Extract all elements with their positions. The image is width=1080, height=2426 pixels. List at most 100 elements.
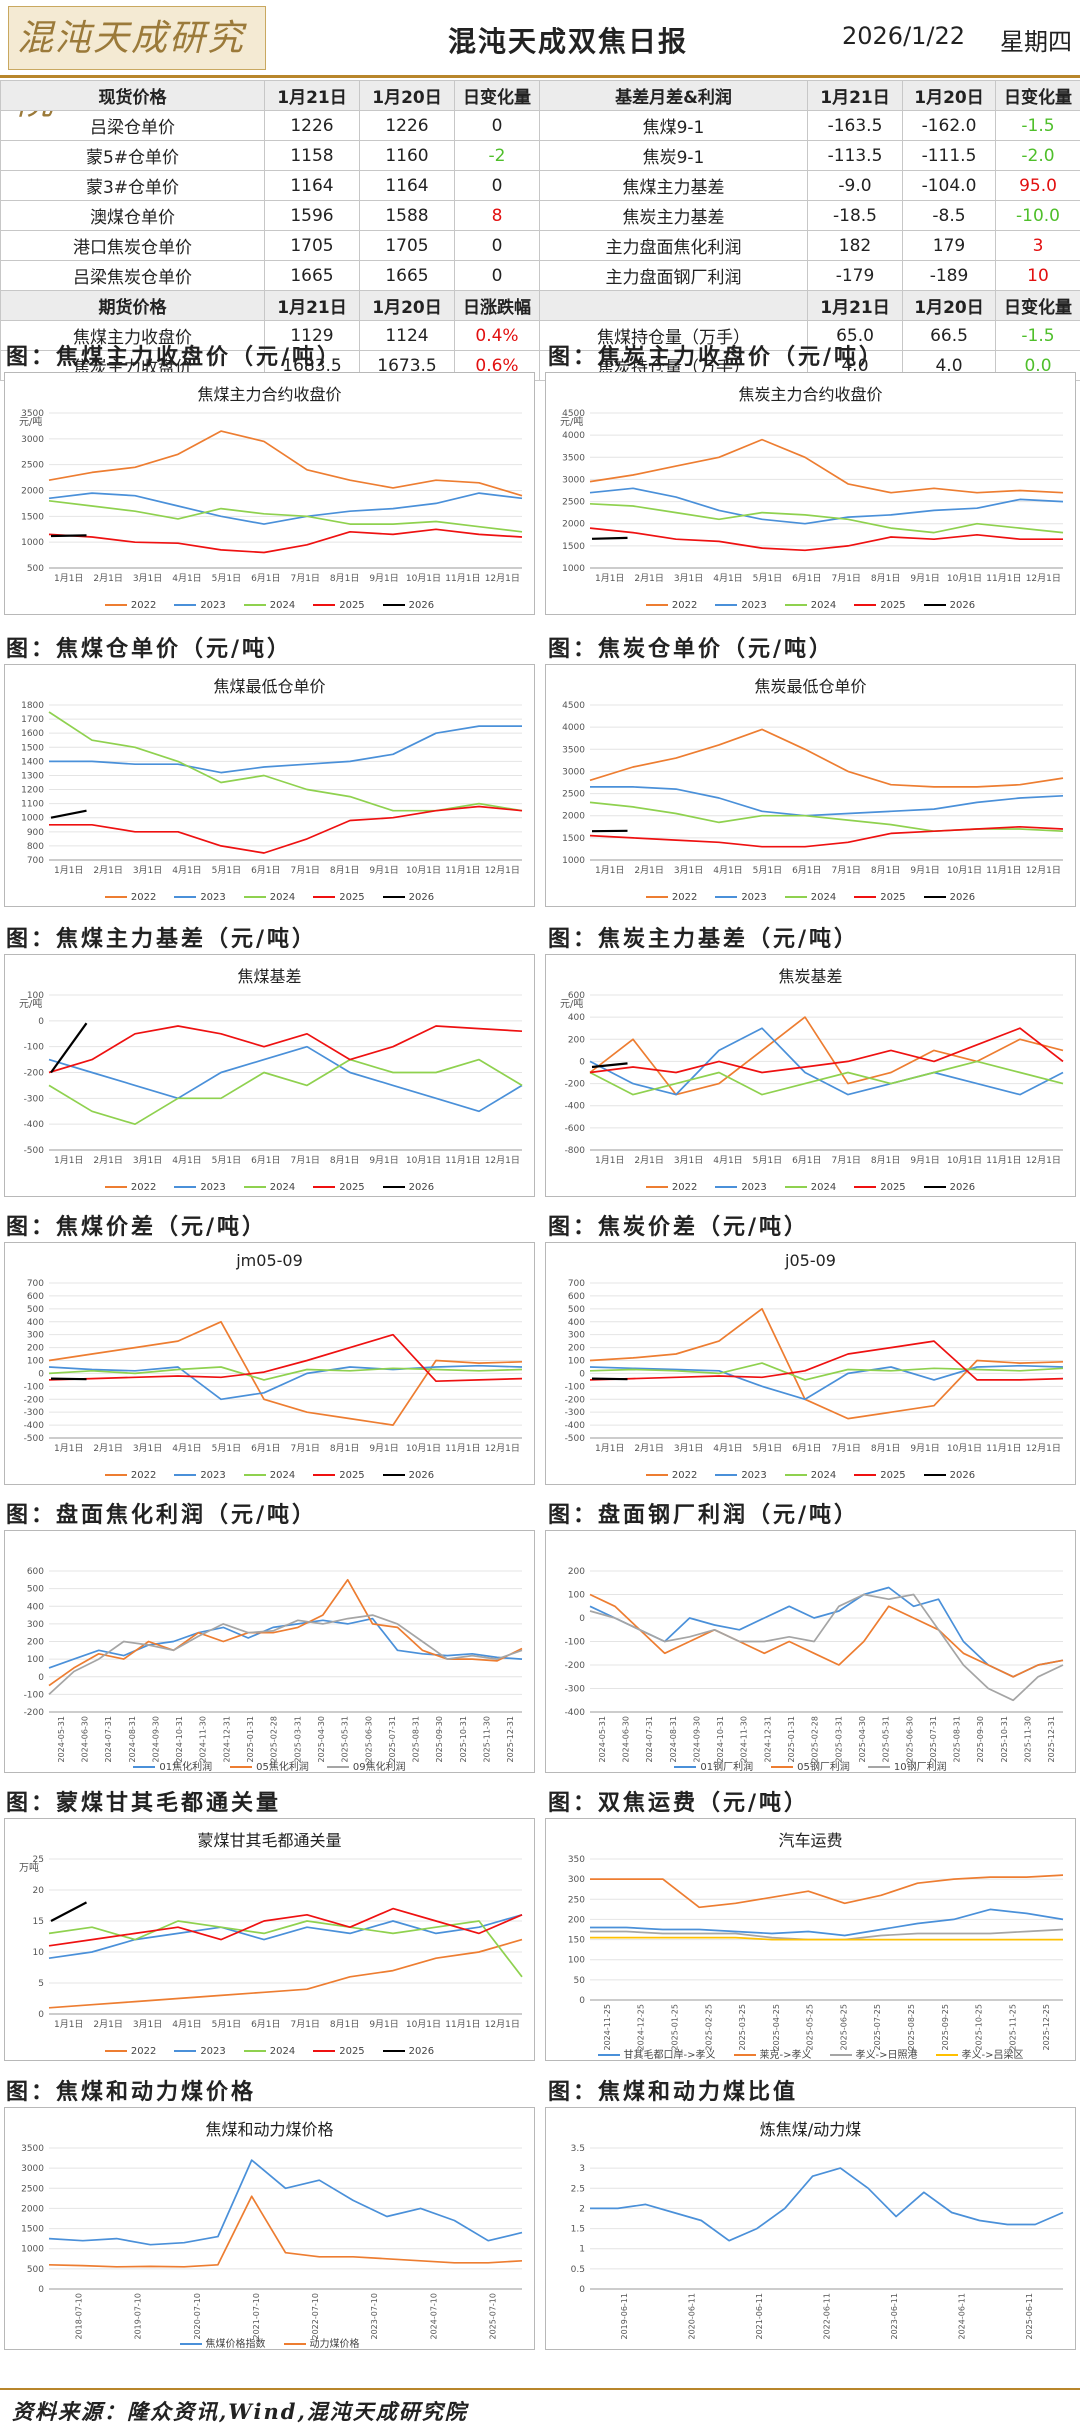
y-tick-label: 0: [579, 2285, 585, 2295]
legend-item: 2022: [105, 892, 156, 903]
y-tick-label: 3: [579, 2164, 585, 2174]
x-tick-label: 9月1日: [910, 1155, 939, 1166]
table-header-cell: 1月21日: [265, 81, 360, 111]
x-tick-label: 1月1日: [54, 865, 83, 876]
x-tick-label: 7月1日: [290, 573, 319, 584]
y-tick-label: 300: [568, 1875, 585, 1885]
legend-label: 动力煤价格: [310, 2339, 360, 2350]
table-cell: 3: [996, 231, 1080, 261]
legend-swatch: [105, 2050, 127, 2052]
table-header-cell: 1月20日: [903, 291, 996, 321]
y-tick-label: 700: [27, 856, 44, 866]
legend-label: 01钢厂利润: [700, 1762, 753, 1773]
table-header-cell: 1月20日: [360, 291, 455, 321]
legend-swatch: [715, 1474, 737, 1476]
table-cell: -111.5: [903, 141, 996, 171]
y-tick-label: -300: [565, 1408, 586, 1418]
y-tick-label: -200: [24, 1395, 45, 1405]
legend-swatch: [734, 2054, 756, 2056]
y-tick-label: 25: [33, 1855, 44, 1865]
legend-item: 01焦化利润: [133, 1758, 212, 1773]
x-tick-label: 2025-05-31: [341, 1716, 350, 1763]
x-tick-label: 10月1日: [947, 573, 982, 584]
x-tick-label: 11月1日: [445, 865, 480, 876]
series-line: [590, 504, 1063, 533]
table-cell: 1226: [265, 111, 360, 141]
table-cell: 1158: [265, 141, 360, 171]
legend-label: 2022: [672, 892, 697, 903]
table-cell: -2.0: [996, 141, 1080, 171]
series-line: [590, 488, 1063, 523]
legend-label: 10钢厂利润: [894, 1762, 947, 1773]
x-tick-label: 2020-06-11: [687, 2293, 696, 2340]
x-tick-label: 1月1日: [54, 1443, 83, 1454]
legend-swatch: [598, 2054, 620, 2056]
legend-swatch: [180, 2343, 202, 2345]
x-tick-label: 2025-09-25: [941, 2004, 950, 2051]
y-tick-label: 300: [27, 1620, 44, 1630]
legend-item: 莱克->孝义: [734, 2046, 812, 2061]
y-tick-label: 500: [568, 1305, 585, 1315]
y-tick-label: 100: [27, 991, 44, 1001]
legend-swatch: [383, 896, 405, 898]
y-tick-label: 2500: [562, 498, 585, 508]
x-tick-label: 4月1日: [713, 865, 742, 876]
y-tick-label: 300: [27, 1331, 44, 1341]
table-cell: -9.0: [808, 171, 903, 201]
x-tick-label: 12月1日: [1026, 1155, 1061, 1166]
legend-item: 2024: [785, 1182, 836, 1193]
legend-swatch: [868, 1766, 890, 1768]
series-line: [590, 1309, 1063, 1419]
x-tick-label: 3月1日: [133, 573, 162, 584]
x-tick-label: 2024-11-25: [603, 2004, 612, 2051]
y-tick-label: 2000: [562, 812, 585, 822]
section-title: 图：焦煤主力基差（元/吨）: [6, 921, 317, 952]
x-tick-label: 6月1日: [251, 865, 280, 876]
legend-label: 05钢厂利润: [797, 1762, 850, 1773]
x-tick-label: 12月1日: [1026, 865, 1061, 876]
series-line: [49, 2160, 522, 2245]
legend-item: 2024: [785, 892, 836, 903]
x-tick-label: 7月1日: [831, 1155, 860, 1166]
legend-label: 2025: [880, 892, 905, 903]
report-header: 混沌天成研究院 混沌天成双焦日报 2026/1/22 星期四: [0, 0, 1080, 78]
legend-swatch: [785, 896, 807, 898]
x-tick-label: 2025-08-31: [953, 1716, 962, 1763]
y-tick-label: 200: [568, 1035, 585, 1045]
legend-swatch: [646, 896, 668, 898]
x-tick-label: 2023-06-11: [890, 2293, 899, 2340]
x-tick-label: 8月1日: [871, 1443, 900, 1454]
x-tick-label: 2025-04-25: [772, 2004, 781, 2051]
y-tick-label: 200: [27, 1344, 44, 1354]
y-tick-label: -400: [565, 1421, 586, 1431]
table-cell: 1705: [360, 231, 455, 261]
x-tick-label: 2024-06-11: [958, 2293, 967, 2340]
table-cell: 主力盘面焦化利润: [540, 231, 808, 261]
x-tick-label: 2月1日: [634, 1443, 663, 1454]
table-cell: -163.5: [808, 111, 903, 141]
y-tick-label: -200: [24, 1069, 45, 1079]
y-tick-label: 1000: [21, 814, 44, 824]
legend-item: 2022: [105, 1182, 156, 1193]
table-header-cell: 日变化量: [996, 81, 1080, 111]
source-note: 资料来源：隆众资讯,Wind,混沌天成研究院: [0, 2388, 1080, 2425]
table-cell: 吕梁焦炭仓单价: [1, 261, 265, 291]
y-tick-label: 1: [579, 2245, 585, 2255]
x-tick-label: 2025-11-30: [483, 1716, 492, 1763]
x-tick-label: 8月1日: [330, 865, 359, 876]
table-cell: 1705: [265, 231, 360, 261]
x-tick-label: 7月1日: [831, 865, 860, 876]
x-tick-label: 2025-01-25: [670, 2004, 679, 2051]
y-tick-label: 1100: [21, 800, 44, 810]
x-tick-label: 8月1日: [871, 1155, 900, 1166]
x-tick-label: 1月1日: [595, 1443, 624, 1454]
y-tick-label: 0: [38, 1673, 44, 1683]
legend-swatch: [313, 604, 335, 606]
section-title: 图：焦炭仓单价（元/吨）: [548, 631, 834, 662]
legend-swatch: [313, 896, 335, 898]
